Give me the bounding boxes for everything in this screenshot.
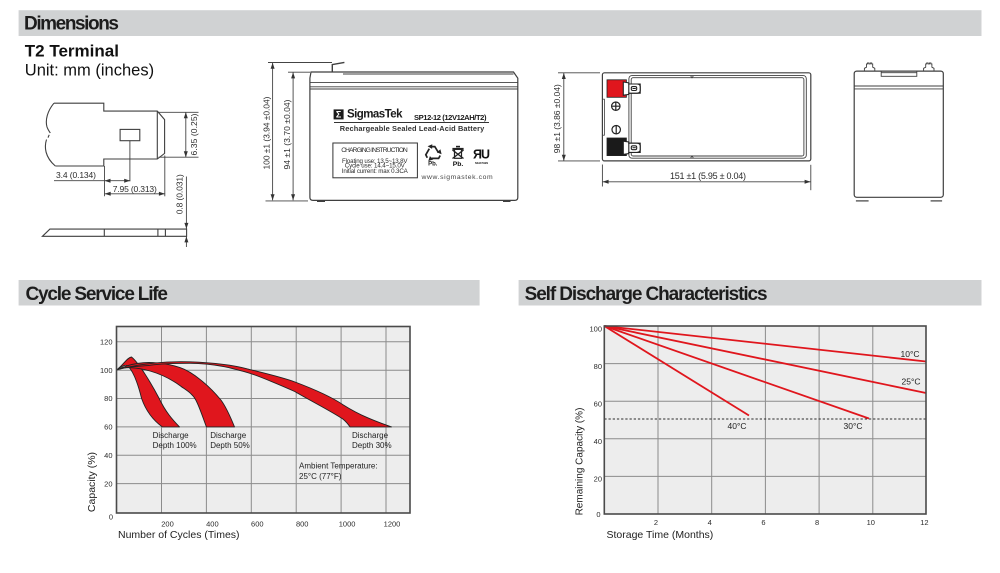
svg-text:200: 200 bbox=[161, 520, 174, 529]
svg-text:ЯU: ЯU bbox=[473, 148, 490, 162]
svg-text:2: 2 bbox=[654, 518, 658, 527]
svg-text:400: 400 bbox=[206, 520, 219, 529]
svg-text:T2 Terminal: T2 Terminal bbox=[25, 41, 119, 60]
svg-text:600: 600 bbox=[251, 520, 264, 529]
svg-text:Capacity (%): Capacity (%) bbox=[86, 452, 98, 512]
svg-text:60: 60 bbox=[594, 400, 602, 409]
svg-text:0.8 (0.031): 0.8 (0.031) bbox=[175, 174, 185, 214]
svg-text:40: 40 bbox=[594, 437, 602, 446]
svg-text:Discharge: Discharge bbox=[153, 431, 190, 440]
svg-text:Σ: Σ bbox=[336, 110, 342, 120]
svg-text:Cycle Service Life: Cycle Service Life bbox=[26, 284, 169, 305]
svg-text:Dimensions: Dimensions bbox=[24, 14, 119, 35]
svg-text:6.35 (0.25): 6.35 (0.25) bbox=[189, 113, 199, 155]
svg-text:8: 8 bbox=[815, 518, 819, 527]
svg-text:Ambient Temperature:: Ambient Temperature: bbox=[299, 462, 378, 471]
svg-text:80: 80 bbox=[594, 362, 602, 371]
svg-text:10°C: 10°C bbox=[901, 349, 920, 359]
svg-text:10: 10 bbox=[867, 518, 875, 527]
svg-text:94 ±1 (3.70 ±0.04): 94 ±1 (3.70 ±0.04) bbox=[282, 99, 292, 169]
svg-text:SigmasTek: SigmasTek bbox=[347, 108, 403, 120]
svg-text:Storage Time (Months): Storage Time (Months) bbox=[607, 529, 714, 541]
svg-text:Pb.: Pb. bbox=[428, 161, 438, 167]
svg-text:6: 6 bbox=[761, 518, 765, 527]
svg-text:Cycle use: 14.4~15.0V: Cycle use: 14.4~15.0V bbox=[345, 163, 406, 170]
svg-text:0: 0 bbox=[109, 513, 113, 522]
svg-text:100: 100 bbox=[589, 325, 602, 334]
svg-text:98 ±1 (3.86 ±0.04): 98 ±1 (3.86 ±0.04) bbox=[552, 84, 562, 153]
svg-text:120: 120 bbox=[100, 338, 113, 347]
svg-text:Depth 100%: Depth 100% bbox=[153, 441, 197, 450]
svg-text:40°C: 40°C bbox=[728, 421, 747, 431]
svg-text:60: 60 bbox=[104, 423, 112, 432]
svg-text:12: 12 bbox=[920, 518, 928, 527]
svg-text:Floating use: 13.5~13.8V: Floating use: 13.5~13.8V bbox=[342, 158, 408, 165]
svg-text:20: 20 bbox=[594, 475, 602, 484]
svg-text:100: 100 bbox=[100, 366, 113, 375]
svg-text:Rechargeable Sealed Lead-Acid: Rechargeable Sealed Lead-Acid Battery bbox=[340, 124, 485, 133]
svg-text:40: 40 bbox=[104, 451, 112, 460]
svg-text:4: 4 bbox=[708, 518, 712, 527]
svg-text:Discharge: Discharge bbox=[352, 431, 389, 440]
svg-text:7.95 (0.313): 7.95 (0.313) bbox=[113, 184, 157, 194]
svg-text:20: 20 bbox=[104, 479, 112, 488]
svg-text:Pb.: Pb. bbox=[453, 161, 464, 168]
svg-text:Remaining Capacity (%): Remaining Capacity (%) bbox=[575, 408, 586, 516]
svg-text:100 ±1 (3.94 ±0.04): 100 ±1 (3.94 ±0.04) bbox=[261, 96, 271, 169]
svg-text:MH47929: MH47929 bbox=[475, 161, 488, 165]
svg-text:25°C (77°F): 25°C (77°F) bbox=[299, 472, 342, 481]
svg-text:3.4 (0.134): 3.4 (0.134) bbox=[56, 170, 96, 180]
svg-text:1000: 1000 bbox=[339, 520, 356, 529]
svg-text:CHARGING INSTRUCTION: CHARGING INSTRUCTION bbox=[341, 147, 408, 154]
svg-text:151 ±1 (5.95 ± 0.04): 151 ±1 (5.95 ± 0.04) bbox=[670, 171, 746, 181]
svg-text:Initial current: max 0.3CA: Initial current: max 0.3CA bbox=[342, 168, 409, 175]
svg-text:Discharge: Discharge bbox=[210, 431, 247, 440]
svg-text:Depth 30%: Depth 30% bbox=[352, 441, 392, 450]
svg-text:25°C: 25°C bbox=[902, 377, 921, 387]
svg-text:1200: 1200 bbox=[384, 520, 401, 529]
svg-text:30°C: 30°C bbox=[844, 421, 863, 431]
svg-text:www.sigmastek.com: www.sigmastek.com bbox=[421, 174, 494, 181]
svg-text:80: 80 bbox=[104, 394, 112, 403]
svg-text:SP12-12 (12V12AH/T2): SP12-12 (12V12AH/T2) bbox=[414, 113, 487, 122]
svg-text:Number of Cycles (Times): Number of Cycles (Times) bbox=[118, 529, 240, 541]
svg-text:0: 0 bbox=[596, 510, 600, 519]
svg-text:Self Discharge Characteristics: Self Discharge Characteristics bbox=[525, 284, 768, 305]
svg-text:Depth 50%: Depth 50% bbox=[210, 441, 250, 450]
svg-text:800: 800 bbox=[296, 520, 309, 529]
svg-text:Unit: mm (inches): Unit: mm (inches) bbox=[25, 61, 154, 79]
